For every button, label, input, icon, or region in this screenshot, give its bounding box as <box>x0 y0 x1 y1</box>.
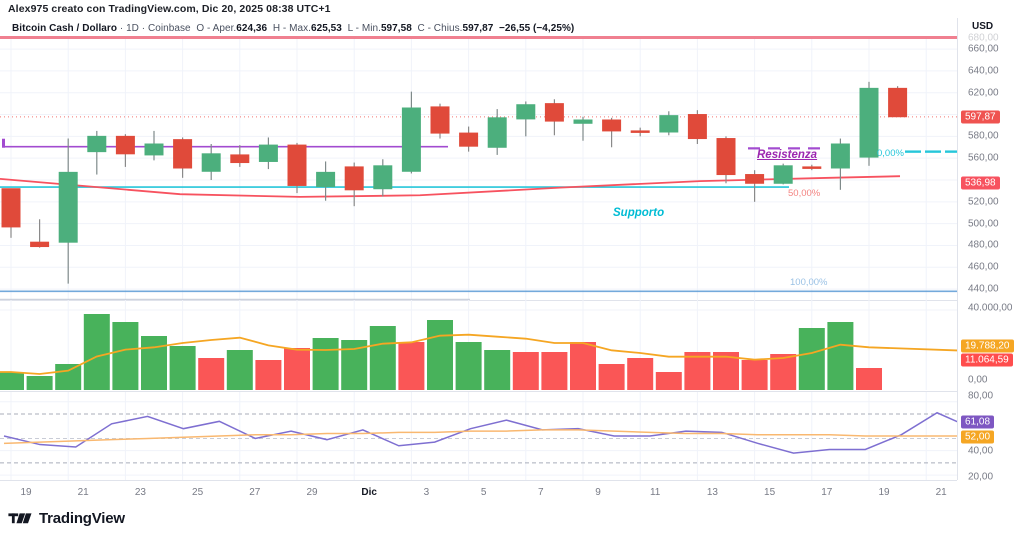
volume-badge[interactable]: 11.064,59 <box>961 353 1013 367</box>
time-tick: 27 <box>249 487 261 498</box>
time-tick: 21 <box>935 487 947 498</box>
rsi-ma-badge[interactable]: 52,00 <box>961 430 995 444</box>
legend-low-value: 597,58 <box>380 23 412 34</box>
time-tick: 5 <box>480 487 487 498</box>
price-tick: 460,00 <box>968 261 999 273</box>
price-tick: 480,00 <box>968 239 999 251</box>
price-plot <box>0 36 957 300</box>
time-axis[interactable]: 19 21 23 25 27 29 Dic 3 5 7 9 11 13 15 17 19 21 <box>0 480 957 507</box>
legend-open-value: 624,36 <box>236 23 268 34</box>
volume-pane[interactable] <box>0 300 957 390</box>
time-tick: 23 <box>134 487 146 498</box>
legend-close-value: 597,87 <box>462 23 494 34</box>
last-price-badge[interactable]: 597,87 <box>961 110 1000 124</box>
legend-close-label: C - Chius. <box>417 23 463 34</box>
rsi-tick: 20,00 <box>968 471 994 483</box>
support-price-badge[interactable]: 536,98 <box>961 176 1000 190</box>
rsi-plot <box>0 392 957 480</box>
support-annotation[interactable]: Supporto <box>613 207 665 219</box>
volume-ma-badge[interactable]: 19.788,20 <box>961 339 1014 353</box>
price-tick: 560,00 <box>968 152 999 164</box>
time-tick: 29 <box>306 487 318 498</box>
fib-100-label: 100,00% <box>790 277 828 288</box>
price-tick: 520,00 <box>968 196 999 208</box>
volume-tick: 40.000,00 <box>968 302 1013 314</box>
rsi-value-badge[interactable]: 61,08 <box>961 415 995 429</box>
time-tick: 19 <box>878 487 890 498</box>
fib-50-label: 50,00% <box>788 188 821 199</box>
legend-symbol[interactable]: Bitcoin Cash / Dollaro <box>12 23 118 34</box>
tradingview-mark-icon <box>8 512 34 526</box>
price-tick: 660,00 <box>968 43 999 55</box>
pane-divider-rsi <box>0 391 957 392</box>
time-tick: 15 <box>764 487 776 498</box>
watermark-credit: Alex975 creato con TradingView.com, Dic … <box>8 3 331 15</box>
time-tick: 17 <box>821 487 833 498</box>
time-tick: 7 <box>538 487 544 498</box>
tradingview-logo[interactable]: TradingView <box>8 510 125 527</box>
legend-low-label: L - Min. <box>347 23 381 34</box>
volume-tick: 0,00 <box>968 374 988 386</box>
price-tick: 500,00 <box>968 218 999 230</box>
price-tick-clipped: 680,00 <box>968 32 999 44</box>
tradingview-wordmark: TradingView <box>39 510 125 527</box>
time-tick: 9 <box>595 487 601 498</box>
legend-interval[interactable]: 1D <box>126 23 139 34</box>
chart-legend: Bitcoin Cash / Dollaro · 1D · Coinbase O… <box>12 23 575 34</box>
time-tick: Dic <box>361 487 377 498</box>
time-tick: 21 <box>77 487 89 498</box>
price-axis-currency: USD <box>972 21 994 32</box>
price-tick: 640,00 <box>968 65 999 77</box>
resistance-annotation[interactable]: Resistenza <box>757 149 818 161</box>
fib-0-label: 0,00% <box>877 148 904 159</box>
legend-exchange[interactable]: Coinbase <box>148 23 191 34</box>
volume-plot <box>0 300 957 390</box>
pane-divider-volume <box>0 300 957 301</box>
rsi-pane[interactable] <box>0 392 957 480</box>
price-tick: 580,00 <box>968 130 999 142</box>
time-tick: 3 <box>423 487 430 498</box>
price-pane[interactable] <box>0 36 957 300</box>
legend-high-value: 625,53 <box>311 23 342 34</box>
legend-change: −26,55 (−4,25%) <box>499 23 575 34</box>
legend-high-label: H - Max. <box>272 23 311 34</box>
price-axis[interactable]: USD 660,00 640,00 620,00 580,00 560,00 520,00… <box>957 18 1024 483</box>
legend-open-label: O - Aper. <box>196 23 237 34</box>
rsi-tick: 40,00 <box>968 445 994 457</box>
time-tick: 13 <box>706 487 718 498</box>
price-tick: 620,00 <box>968 87 999 99</box>
time-tick: 25 <box>192 487 204 498</box>
price-tick: 440,00 <box>968 283 999 295</box>
rsi-tick: 80,00 <box>968 390 994 402</box>
time-tick: 11 <box>649 487 661 498</box>
time-tick: 19 <box>20 487 32 498</box>
